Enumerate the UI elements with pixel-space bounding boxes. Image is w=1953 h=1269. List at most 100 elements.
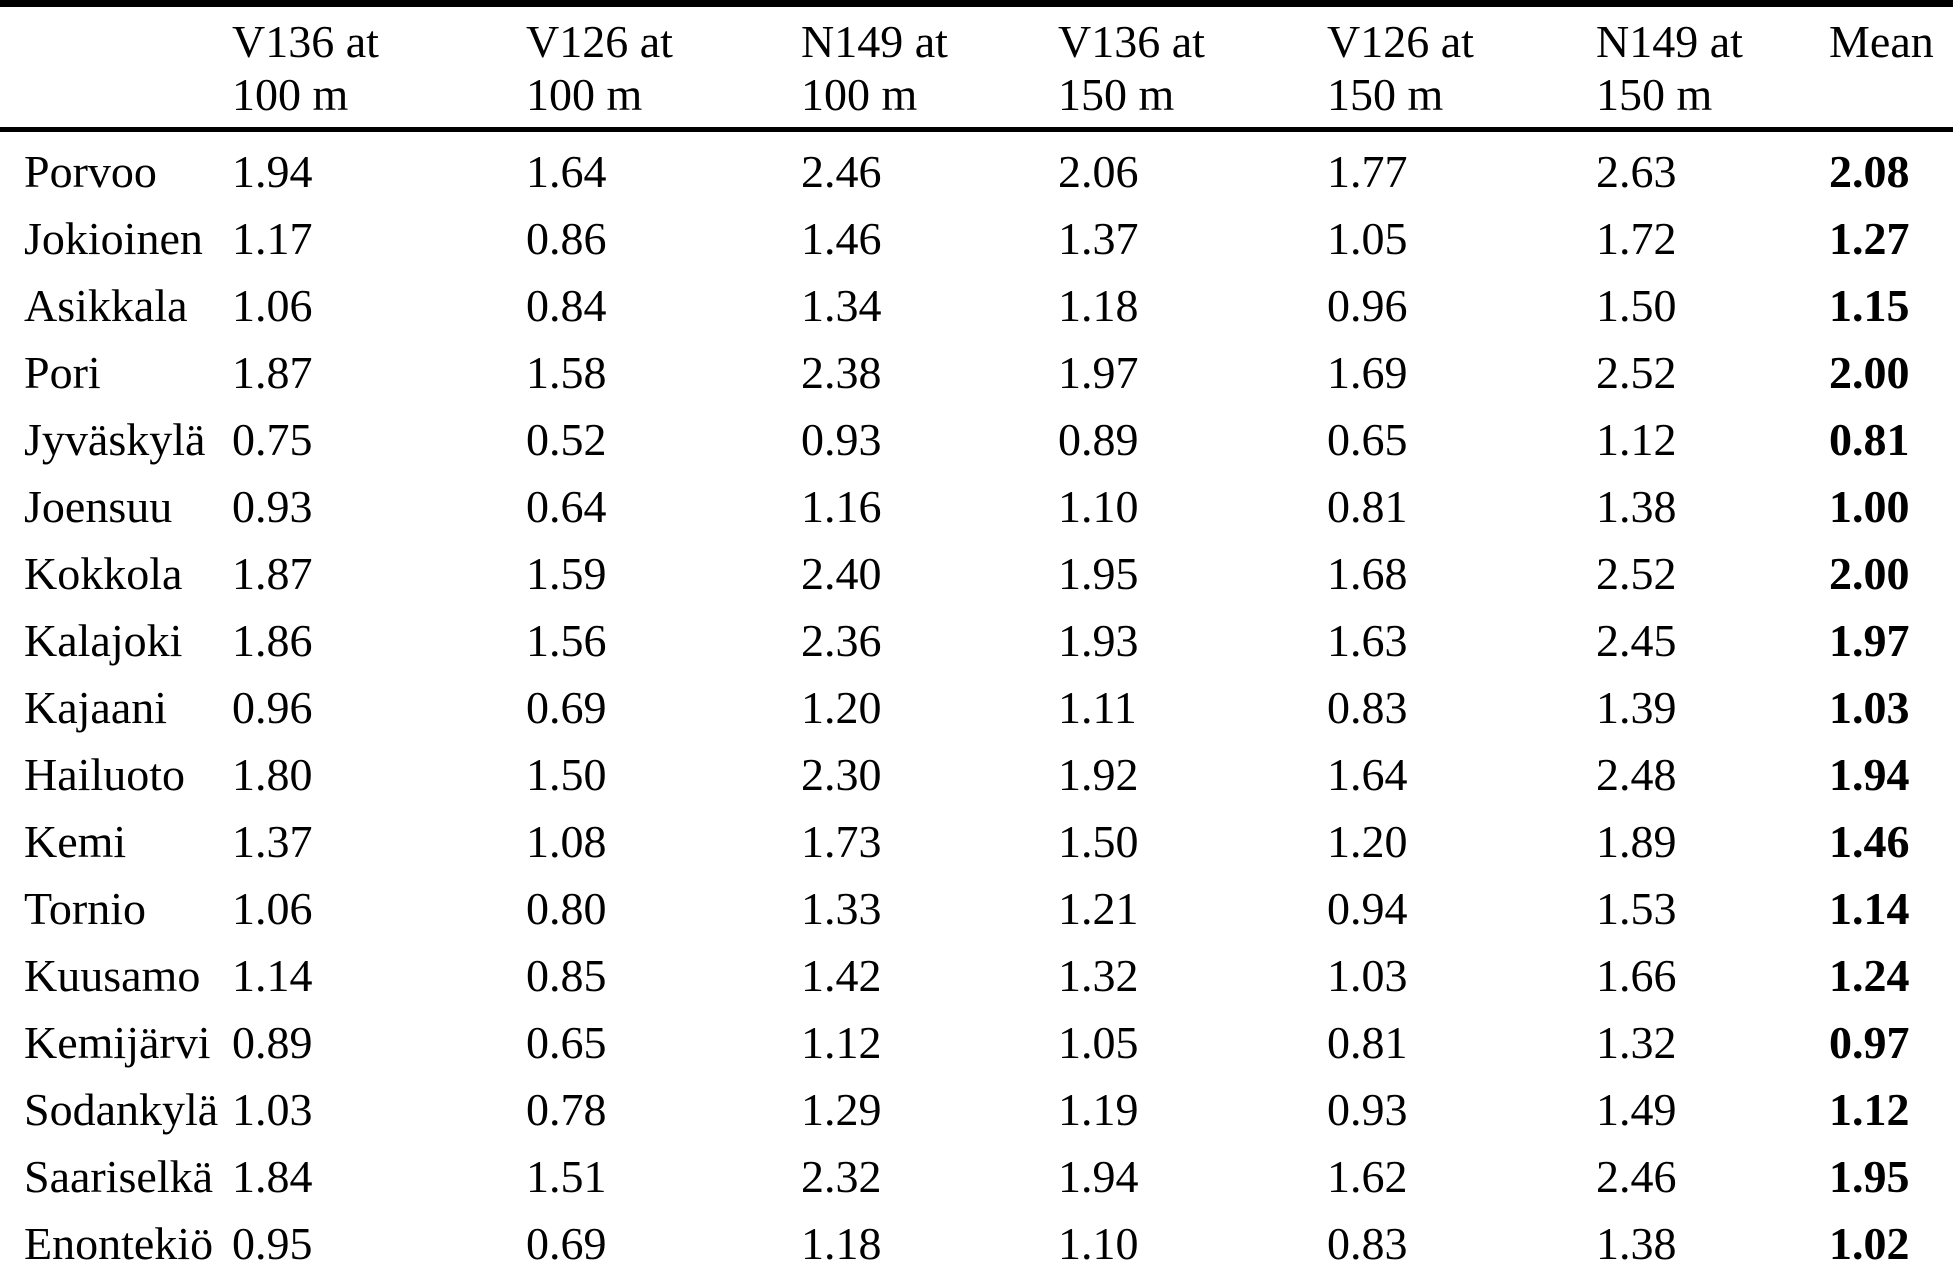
value-cell: 2.48: [1596, 749, 1677, 800]
value-cell: 1.94: [232, 146, 313, 197]
table-header: V136 at 100 m V126 at 100 m N149 at 100 …: [0, 3, 1953, 132]
value-cell: 1.64: [526, 146, 607, 197]
value-cell: 0.96: [1327, 280, 1408, 331]
value-cell: 1.18: [1058, 280, 1139, 331]
header-line2: 100 m: [801, 69, 918, 120]
value-cell: 1.12: [801, 1017, 882, 1068]
value-cell: 1.92: [1058, 749, 1139, 800]
location-cell: Kalajoki: [24, 615, 183, 666]
value-cell: 0.84: [526, 280, 607, 331]
value-cell: 2.06: [1058, 146, 1139, 197]
table-row: Pori 1.87 1.58 2.38 1.97 1.69 2.52 2.00: [0, 339, 1953, 406]
value-cell: 1.46: [801, 213, 882, 264]
value-cell: 1.32: [1596, 1017, 1677, 1068]
mean-cell: 1.95: [1829, 1151, 1910, 1202]
value-cell: 1.58: [526, 347, 607, 398]
value-cell: 1.59: [526, 548, 607, 599]
table-row: Jyväskylä 0.75 0.52 0.93 0.89 0.65 1.12 0.81: [0, 406, 1953, 473]
value-cell: 2.46: [801, 146, 882, 197]
value-cell: 0.86: [526, 213, 607, 264]
header-mean: Mean: [1829, 3, 1953, 132]
value-cell: 1.10: [1058, 481, 1139, 532]
mean-cell: 1.94: [1829, 749, 1910, 800]
value-cell: 0.81: [1327, 481, 1408, 532]
location-cell: Jokioinen: [24, 213, 203, 264]
value-cell: 1.93: [1058, 615, 1139, 666]
value-cell: 1.32: [1058, 950, 1139, 1001]
header-v136-150: V136 at 150 m: [1058, 3, 1327, 132]
header-line1: N149 at: [801, 16, 948, 67]
mean-cell: 1.97: [1829, 615, 1910, 666]
header-line2: 150 m: [1058, 69, 1175, 120]
table-row: Sodankylä 1.03 0.78 1.29 1.19 0.93 1.49 1.12: [0, 1076, 1953, 1143]
header-v126-100: V126 at 100 m: [526, 3, 801, 132]
value-cell: 1.64: [1327, 749, 1408, 800]
value-cell: 1.87: [232, 347, 313, 398]
value-cell: 0.69: [526, 1218, 607, 1269]
value-cell: 0.64: [526, 481, 607, 532]
value-cell: 1.94: [1058, 1151, 1139, 1202]
header-line1: N149 at: [1596, 16, 1743, 67]
location-cell: Kemi: [24, 816, 127, 867]
mean-cell: 1.12: [1829, 1084, 1910, 1135]
value-cell: 1.73: [801, 816, 882, 867]
header-v136-100: V136 at 100 m: [232, 3, 526, 132]
value-cell: 2.40: [801, 548, 882, 599]
value-cell: 2.63: [1596, 146, 1677, 197]
table-row: Porvoo 1.94 1.64 2.46 2.06 1.77 2.63 2.08: [0, 130, 1953, 206]
value-cell: 0.83: [1327, 682, 1408, 733]
value-cell: 1.34: [801, 280, 882, 331]
value-cell: 1.37: [232, 816, 313, 867]
table-row: Kemi 1.37 1.08 1.73 1.50 1.20 1.89 1.46: [0, 808, 1953, 875]
mean-cell: 1.00: [1829, 481, 1910, 532]
location-cell: Tornio: [24, 883, 146, 934]
mean-cell: 1.14: [1829, 883, 1910, 934]
value-cell: 1.66: [1596, 950, 1677, 1001]
value-cell: 1.50: [1058, 816, 1139, 867]
value-cell: 1.38: [1596, 1218, 1677, 1269]
value-cell: 0.94: [1327, 883, 1408, 934]
value-cell: 1.18: [801, 1218, 882, 1269]
mean-cell: 0.97: [1829, 1017, 1910, 1068]
table-row: Hailuoto 1.80 1.50 2.30 1.92 1.64 2.48 1.94: [0, 741, 1953, 808]
header-n149-150: N149 at 150 m: [1596, 3, 1829, 132]
value-cell: 1.08: [526, 816, 607, 867]
header-line2: 150 m: [1327, 69, 1444, 120]
value-cell: 1.05: [1327, 213, 1408, 264]
value-cell: 1.68: [1327, 548, 1408, 599]
value-cell: 1.42: [801, 950, 882, 1001]
mean-cell: 1.15: [1829, 280, 1910, 331]
table-row: Kemijärvi 0.89 0.65 1.12 1.05 0.81 1.32 0.97: [0, 1009, 1953, 1076]
location-cell: Joensuu: [24, 481, 173, 532]
mean-cell: 1.02: [1829, 1218, 1910, 1269]
location-cell: Enontekiö: [24, 1218, 214, 1269]
table-row: Kokkola 1.87 1.59 2.40 1.95 1.68 2.52 2.00: [0, 540, 1953, 607]
value-cell: 0.93: [801, 414, 882, 465]
table-row: Kuusamo 1.14 0.85 1.42 1.32 1.03 1.66 1.24: [0, 942, 1953, 1009]
mean-cell: 1.24: [1829, 950, 1910, 1001]
mean-cell: 2.00: [1829, 548, 1910, 599]
header-line1: V126 at: [526, 16, 673, 67]
location-cell: Asikkala: [24, 280, 188, 331]
value-cell: 1.33: [801, 883, 882, 934]
value-cell: 1.80: [232, 749, 313, 800]
value-cell: 0.80: [526, 883, 607, 934]
value-cell: 1.03: [1327, 950, 1408, 1001]
value-cell: 1.16: [801, 481, 882, 532]
value-cell: 1.05: [1058, 1017, 1139, 1068]
value-cell: 1.20: [801, 682, 882, 733]
value-cell: 1.17: [232, 213, 313, 264]
location-cell: Sodankylä: [24, 1084, 219, 1135]
table-row: Tornio 1.06 0.80 1.33 1.21 0.94 1.53 1.14: [0, 875, 1953, 942]
value-cell: 1.03: [232, 1084, 313, 1135]
header-line1: V136 at: [1058, 16, 1205, 67]
mean-cell: 1.46: [1829, 816, 1910, 867]
table-body: Porvoo 1.94 1.64 2.46 2.06 1.77 2.63 2.08 Jokioi…: [0, 130, 1953, 1269]
value-cell: 0.89: [1058, 414, 1139, 465]
table-row: Kajaani 0.96 0.69 1.20 1.11 0.83 1.39 1.03: [0, 674, 1953, 741]
value-cell: 2.52: [1596, 548, 1677, 599]
value-cell: 1.37: [1058, 213, 1139, 264]
value-cell: 1.77: [1327, 146, 1408, 197]
value-cell: 1.97: [1058, 347, 1139, 398]
value-cell: 1.84: [232, 1151, 313, 1202]
